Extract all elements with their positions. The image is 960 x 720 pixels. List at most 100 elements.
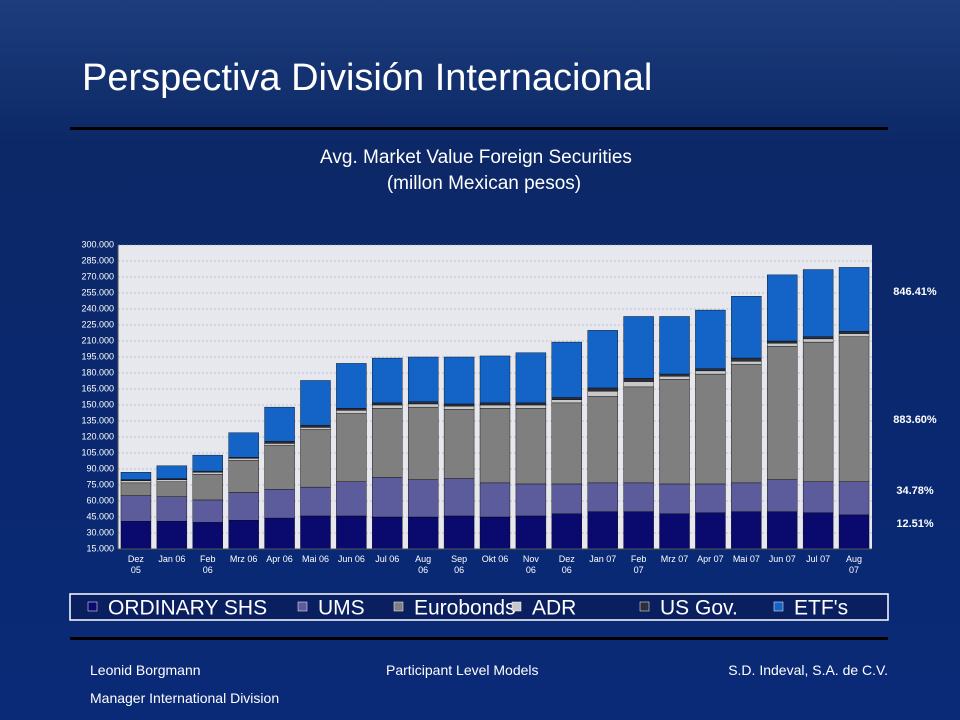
y-tick-label: 30.000 (86, 527, 114, 537)
bar-segment (372, 357, 403, 404)
footer-right: S.D. Indeval, S.A. de C.V. (728, 662, 888, 678)
bar-segment (156, 465, 188, 479)
bar-segment (623, 511, 654, 550)
x-tick-label: Apr 06 (266, 554, 293, 564)
bar-segment (731, 361, 762, 365)
bar-segment (587, 330, 618, 389)
bar-segment (228, 458, 259, 461)
bar-segment (443, 478, 475, 517)
y-tick-label: 225.000 (81, 319, 114, 329)
x-tick-label: Apr 07 (697, 554, 724, 564)
bar-segment (659, 376, 690, 380)
bar-segment (802, 338, 834, 343)
bar-segment (443, 515, 475, 550)
bar-segment (731, 511, 762, 550)
legend (69, 593, 889, 621)
bar-segment (120, 495, 152, 522)
y-tick-label: 75.000 (86, 479, 114, 489)
bar-segment (731, 296, 762, 359)
bar-segment (551, 399, 583, 404)
x-tick-label: Dez 05 (127, 554, 144, 575)
bar-segment (443, 409, 475, 479)
x-tick-label: Feb 07 (630, 554, 647, 575)
bar-segment (623, 378, 654, 382)
bar-segment (372, 477, 403, 518)
bar-segment (479, 408, 511, 484)
bar-segment (156, 479, 188, 482)
annotation: 883.60% (893, 414, 937, 426)
bar-segment (838, 336, 870, 483)
bar-segment (228, 432, 259, 458)
y-tick-label: 150.000 (81, 399, 114, 409)
bar-segment (372, 404, 403, 409)
y-tick-label: 165.000 (81, 383, 114, 393)
bar-segment (156, 496, 188, 522)
bar-segment (479, 355, 511, 404)
bar-segment (515, 352, 547, 404)
bar-segment (336, 413, 367, 482)
bar-segment (336, 515, 367, 550)
y-tick-label: 240.000 (81, 303, 114, 313)
bar-segment (695, 512, 726, 550)
x-tick-label: Mrz 06 (229, 554, 258, 564)
bar-segment (407, 479, 439, 518)
y-tick-label: 255.000 (81, 287, 114, 297)
bar-segment (407, 403, 439, 408)
bar-segment (300, 429, 331, 488)
bar-segment (551, 513, 583, 550)
bar-segment (767, 479, 798, 512)
bar-segment (264, 443, 295, 446)
x-tick-label: Aug 07 (846, 554, 863, 575)
bar-segment (372, 402, 403, 406)
bar-segment (802, 269, 834, 337)
bar-segment (695, 309, 726, 369)
annotation: 34.78% (896, 485, 934, 497)
x-tick-label: Aug 06 (415, 554, 432, 575)
x-tick-label: Mrz 07 (660, 554, 689, 564)
bar-segment (731, 357, 762, 362)
legend-label: US Gov. (660, 597, 738, 620)
legend-swatch (87, 601, 98, 612)
bar-segment (587, 511, 618, 550)
bar-segment (515, 402, 547, 406)
legend-swatch (773, 601, 784, 612)
y-tick-label: 60.000 (86, 495, 114, 505)
bar-segment (515, 404, 547, 409)
x-tick-label: Jun 07 (768, 554, 796, 564)
bar-segment (120, 472, 152, 480)
bar-segment (228, 520, 259, 550)
chart-subtitle: (millon Mexican pesos) (387, 173, 581, 194)
bar-segment (587, 390, 618, 397)
legend-swatch (511, 601, 522, 612)
x-tick-label: Jan 06 (158, 554, 186, 564)
bar-segment (659, 483, 690, 514)
legend-label: ADR (532, 597, 576, 620)
footer-role: Manager International Division (90, 690, 280, 706)
bar-segment (479, 516, 511, 550)
bar-segment (300, 486, 331, 517)
bar-segment (336, 408, 367, 411)
bar-segment (228, 460, 259, 493)
x-tick-label: Sep 06 (451, 554, 468, 575)
bar-segment (372, 408, 403, 478)
footer-center: Participant Level Models (386, 662, 539, 678)
y-tick-label: 285.000 (81, 255, 114, 265)
y-tick-label: 300.000 (81, 239, 114, 249)
bar-segment (515, 483, 547, 517)
bar-segment (659, 373, 690, 377)
bar-segment (479, 404, 511, 409)
bar-segment (551, 483, 583, 514)
bar-segment (407, 356, 439, 402)
top-rule (70, 127, 888, 130)
bar-segment (623, 386, 654, 484)
bar-segment (838, 481, 870, 516)
bar-segment (407, 406, 439, 480)
bar-segment (120, 521, 152, 550)
x-tick-label: Okt 06 (481, 554, 509, 564)
footer-author: Leonid Borgmann (90, 662, 201, 678)
bar-segment (336, 363, 367, 409)
x-tick-label: Jul 07 (806, 554, 831, 564)
bar-segment (300, 425, 331, 428)
bar-segment (479, 482, 511, 518)
